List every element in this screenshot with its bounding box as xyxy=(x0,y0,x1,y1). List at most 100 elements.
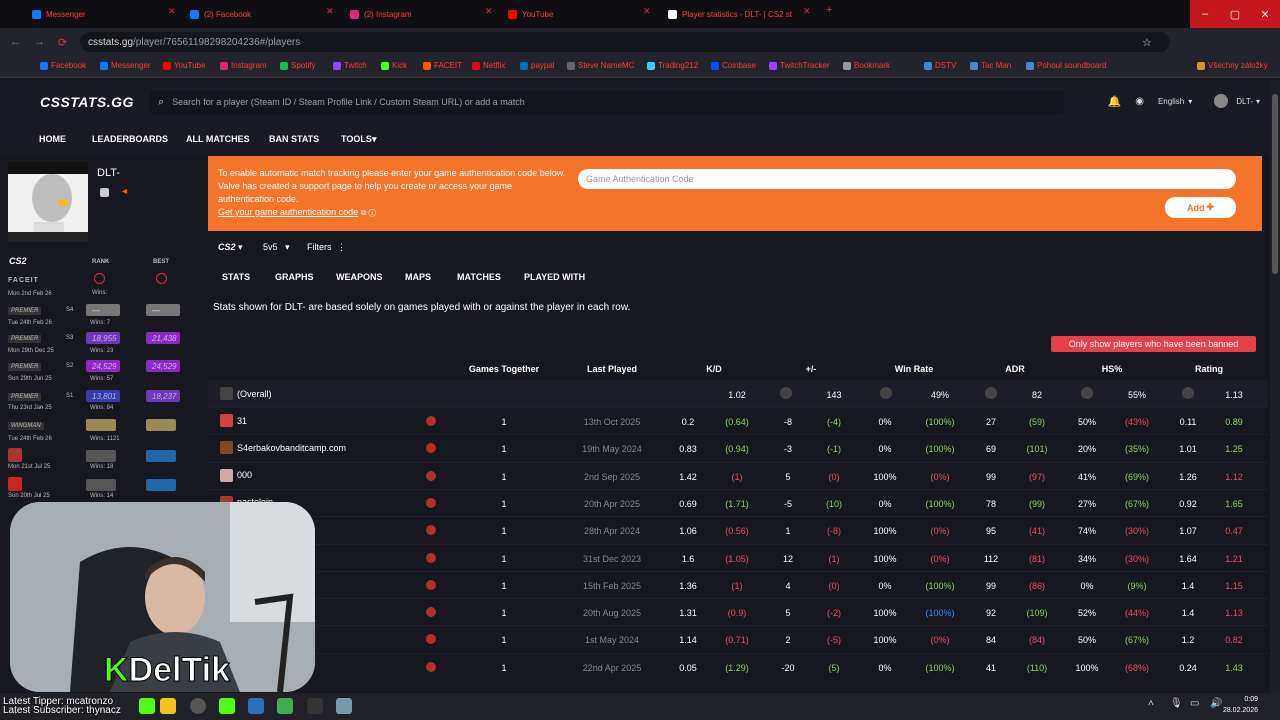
info-icon[interactable] xyxy=(1182,387,1194,399)
star-icon[interactable]: ☆ xyxy=(1142,37,1152,49)
table-row[interactable]: 1 31st Dec 2023 1.6 (1.05) 12 (1) 100% (0%) 112 (… xyxy=(208,543,1268,571)
close-icon[interactable]: ✕ xyxy=(803,6,811,16)
col-last-played[interactable]: Last Played xyxy=(586,364,638,374)
bookmark[interactable]: Coinbase xyxy=(711,61,756,70)
page-scrollbar[interactable] xyxy=(1270,80,1280,693)
bookmark[interactable]: Pohoul soundboard xyxy=(1026,61,1106,70)
bell-icon[interactable]: 🔔 xyxy=(1107,95,1122,108)
system-clock[interactable]: 0:09 28.02.2026 xyxy=(1223,694,1258,716)
col-games-together[interactable]: Games Together xyxy=(468,364,540,374)
url-field[interactable]: csstats.gg/player/76561198298204236#/pla… xyxy=(80,32,1170,52)
bookmark[interactable]: paypal xyxy=(520,61,555,70)
table-row[interactable]: 000 1 2nd Sep 2025 1.42 (1) 5 (0) 100% (0%) 99 (97… xyxy=(208,461,1268,489)
game-select[interactable]: CS2 xyxy=(218,242,236,252)
info-icon[interactable] xyxy=(780,387,792,399)
bookmark[interactable]: Tac Man xyxy=(970,61,1011,70)
language-select[interactable]: English xyxy=(1157,96,1185,106)
bookmark[interactable]: Twitch xyxy=(333,61,367,70)
bookmark[interactable]: YouTube xyxy=(163,61,205,70)
nav-home[interactable]: HOME xyxy=(39,134,66,144)
close-icon[interactable]: ✕ xyxy=(168,6,176,16)
col-adr[interactable]: ADR xyxy=(1005,364,1025,374)
app-icon[interactable] xyxy=(248,698,264,714)
tab-csstats[interactable]: Player statistics - DLT- | CS2 st xyxy=(668,4,792,24)
bookmark[interactable]: Kick xyxy=(381,61,407,70)
nav-all-matches[interactable]: ALL MATCHES xyxy=(186,134,250,144)
minimize-icon[interactable]: – xyxy=(1190,0,1220,28)
app-icon[interactable] xyxy=(139,698,155,714)
scroll-thumb[interactable] xyxy=(1272,94,1278,274)
player-cell[interactable]: 31 xyxy=(220,414,247,427)
table-row[interactable]: pastelein120th Apr 20250.69(1.71)-5(10)0… xyxy=(208,488,1268,516)
table-row[interactable]: 1 22nd Apr 2025 0.05 (1.29) -20 (5) 0% (100%) 41… xyxy=(208,652,1268,680)
table-row[interactable]: S4erbakovbanditcamp.com 1 19th May 2024 0.8… xyxy=(208,434,1268,461)
chrome-icon[interactable] xyxy=(190,698,206,714)
site-logo[interactable]: CSSTATS.GG xyxy=(40,94,134,110)
tab-messenger[interactable]: Messenger xyxy=(32,4,86,24)
bookmark[interactable]: Netflix xyxy=(472,61,505,70)
info-icon[interactable] xyxy=(880,387,892,399)
tab-maps[interactable]: MAPS xyxy=(405,272,432,282)
tab-stats[interactable]: STATS xyxy=(222,272,251,282)
chevron-up-icon[interactable]: ˄ xyxy=(1148,698,1154,709)
tab-played-with[interactable]: PLAYED WITH xyxy=(524,272,586,282)
auth-code-link[interactable]: Get your game authentication code xyxy=(218,207,359,217)
col-kd[interactable]: K/D xyxy=(706,364,722,374)
player-cell[interactable]: 000 xyxy=(220,468,252,482)
bookmark[interactable]: Facebook xyxy=(40,61,86,70)
filters-button[interactable]: Filters xyxy=(307,242,332,252)
close-icon[interactable]: ✕ xyxy=(643,6,651,16)
close-icon[interactable]: ✕ xyxy=(326,6,334,16)
bookmark[interactable]: Steve NameMC xyxy=(567,61,634,70)
table-row[interactable]: 1 20th Aug 2025 1.31 (0.9) 5 (-2) 100% (100%) 92… xyxy=(208,598,1268,625)
all-bookmarks[interactable]: Všechny záložky xyxy=(1197,61,1268,70)
close-icon[interactable]: ✕ xyxy=(485,6,493,16)
info-icon[interactable] xyxy=(1081,387,1093,399)
discord-icon[interactable]: ◉ xyxy=(1135,95,1144,107)
user-menu[interactable]: DLT- xyxy=(1236,96,1253,106)
auth-code-input[interactable] xyxy=(578,169,1236,189)
nav-ban-stats[interactable]: BAN STATS xyxy=(269,134,320,144)
settings-icon[interactable] xyxy=(336,698,352,714)
volume-icon[interactable]: 🔊 xyxy=(1210,698,1223,709)
maximize-icon[interactable]: ▢ xyxy=(1220,0,1250,28)
nav-leaderboards[interactable]: LEADERBOARDS xyxy=(92,134,169,144)
tab-instagram[interactable]: (2) Instagram xyxy=(350,4,412,24)
network-icon[interactable]: ▭ xyxy=(1190,698,1200,709)
col-win-rate[interactable]: Win Rate xyxy=(894,364,934,374)
bookmark[interactable]: FACEIT xyxy=(423,61,462,70)
bookmark[interactable]: TwitchTracker xyxy=(769,61,830,70)
table-row[interactable]: 1 28th Apr 2024 1.06 (0.56) 1 (-8) 100% (0%) 95 (… xyxy=(208,516,1268,543)
forward-icon[interactable]: → xyxy=(34,36,45,48)
tab-facebook[interactable]: (2) Facebook xyxy=(190,4,251,24)
mic-icon[interactable]: 🎙 xyxy=(1170,698,1183,709)
steam-icon[interactable] xyxy=(100,188,109,197)
table-row[interactable]: 1 15th Feb 2025 1.36 (1) 4 (0) 0% (100%) 99 (86) 0… xyxy=(208,570,1268,598)
bookmark[interactable]: Messenger xyxy=(100,61,151,70)
nav-tools[interactable]: TOOLS xyxy=(341,134,372,144)
player-search[interactable]: ⌕ xyxy=(150,90,1064,114)
tab-youtube[interactable]: YouTube xyxy=(508,4,553,24)
bookmark[interactable]: Trading212 xyxy=(647,61,698,70)
back-icon[interactable]: ← xyxy=(10,36,21,48)
tab-graphs[interactable]: GRAPHS xyxy=(275,272,314,282)
folder-icon[interactable] xyxy=(160,698,176,714)
bookmark[interactable]: Bookmark xyxy=(843,61,890,70)
avatar[interactable] xyxy=(1214,94,1229,108)
table-row[interactable]: 1 1st May 2024 1.14 (0.71) 2 (-5) 100% (0%) 84 (8… xyxy=(208,625,1268,652)
obs-icon[interactable] xyxy=(307,698,323,714)
mode-select[interactable]: 5v5 xyxy=(263,242,278,252)
new-tab-icon[interactable]: + xyxy=(826,4,833,16)
add-button[interactable]: Add ✚ xyxy=(1165,197,1236,218)
player-cell[interactable]: S4erbakovbanditcamp.com xyxy=(220,441,346,455)
app-icon[interactable] xyxy=(277,698,293,714)
faceit-icon[interactable]: ◄ xyxy=(120,186,129,196)
reload-icon[interactable]: ⟳ xyxy=(58,37,68,49)
col-rating[interactable]: Rating xyxy=(1195,364,1223,374)
search-input[interactable] xyxy=(172,97,1053,107)
info-icon[interactable] xyxy=(985,387,997,399)
tab-weapons[interactable]: WEAPONS xyxy=(336,272,383,282)
bookmark[interactable]: DSTV xyxy=(924,61,956,70)
tab-matches[interactable]: MATCHES xyxy=(457,272,501,282)
col-hs[interactable]: HS% xyxy=(1101,364,1123,374)
